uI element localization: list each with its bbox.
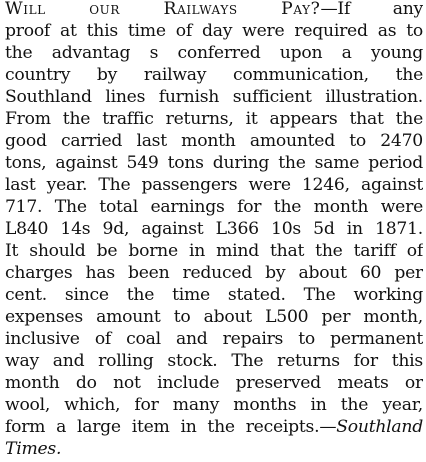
article-line-6: From the traffic returns, it appears tha… (5, 109, 423, 129)
first-line-tail: —If any (320, 0, 423, 19)
article-line-1: Will our Railways Pay?—If any (5, 0, 423, 20)
article-line-18: month do not include preserved meats or (5, 373, 423, 393)
article-line-19: wool, which, for many months in the year… (5, 395, 423, 415)
article-line-3: the advantag s conferred upon a young (5, 43, 423, 63)
article-line-9: last year. The passengers were 1246, aga… (5, 175, 423, 195)
source-attribution: Southland (336, 417, 423, 437)
article-line-14: cent. since the time stated. The working (5, 285, 423, 305)
article-line-12: It should be borne in mind that the tari… (5, 241, 423, 261)
closing-text: form a large item in the receipts.— (5, 417, 337, 437)
article-line-5: Southland lines furnish sufficient illus… (5, 87, 423, 107)
article-line-11: L840 14s 9d, against L366 10s 5d in 1871… (5, 219, 423, 239)
article-line-16: inclusive of coal and repairs to permane… (5, 329, 423, 349)
article-line-13: charges has been reduced by about 60 per (5, 263, 423, 283)
article-line-10: 717. The total earnings for the month we… (5, 197, 423, 217)
article-line-17: way and rolling stock. The returns for t… (5, 351, 423, 371)
article-line-15: expenses amount to about L500 per month, (5, 307, 423, 327)
source-attribution-continued: Times. (5, 439, 62, 459)
article-line-7: good carried last month amounted to 2470 (5, 131, 423, 151)
article-line-20: form a large item in the receipts.—South… (5, 416, 423, 438)
article-line-4: country by railway communication, the (5, 65, 423, 85)
article-line-2: proof at this time of day were required … (5, 21, 423, 41)
article-headline: Will our Railways Pay? (5, 0, 321, 19)
article-line-8: tons, against 549 tons during the same p… (5, 153, 423, 173)
